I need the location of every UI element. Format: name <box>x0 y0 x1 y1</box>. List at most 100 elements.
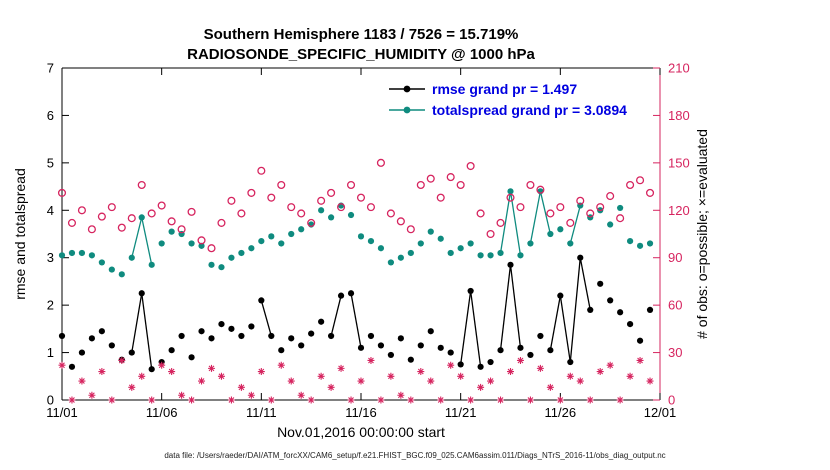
figure-title: Southern Hemisphere 1183 / 7526 = 15.719… <box>203 26 519 43</box>
data-point-3 <box>58 361 66 369</box>
data-point-0 <box>278 347 285 354</box>
data-point-2 <box>77 206 86 215</box>
data-point-3 <box>397 391 405 399</box>
data-point-2 <box>576 196 585 205</box>
series-connector <box>141 293 153 370</box>
data-point-3 <box>576 377 584 385</box>
data-point-3 <box>178 391 186 399</box>
data-point-2 <box>386 209 395 218</box>
data-point-3 <box>646 377 654 385</box>
data-point-0 <box>318 318 325 325</box>
data-point-0 <box>387 351 394 359</box>
data-point-1 <box>517 252 524 259</box>
data-point-1 <box>507 188 514 195</box>
data-point-0 <box>636 337 644 344</box>
data-point-0 <box>148 366 155 373</box>
data-point-1 <box>138 214 145 221</box>
data-point-2 <box>616 214 625 223</box>
data-point-2 <box>227 196 236 205</box>
data-point-3 <box>88 391 96 399</box>
data-point-3 <box>437 396 445 404</box>
data-point-2 <box>446 173 455 182</box>
data-point-3 <box>78 377 86 385</box>
data-point-3 <box>198 377 206 385</box>
data-point-3 <box>357 377 365 385</box>
data-point-1 <box>467 240 474 247</box>
data-point-0 <box>337 292 345 299</box>
data-point-3 <box>367 356 375 364</box>
data-point-0 <box>178 332 185 340</box>
data-point-3 <box>596 368 604 376</box>
data-point-2 <box>237 209 246 218</box>
series-connector <box>131 217 143 258</box>
data-point-2 <box>426 174 435 183</box>
series-connector <box>499 264 512 351</box>
series-connector <box>509 191 522 256</box>
data-point-0 <box>597 280 604 287</box>
data-point-3 <box>616 396 624 404</box>
y-tick-label-right: 120 <box>668 203 690 218</box>
x-tick-label: 12/01 <box>644 405 677 420</box>
data-point-2 <box>177 225 186 234</box>
data-point-1 <box>487 252 494 259</box>
x-tick-label: 11/01 <box>46 405 78 420</box>
y-tick-label-right: 180 <box>668 108 690 123</box>
data-point-0 <box>407 356 414 363</box>
series-connector <box>350 293 362 348</box>
data-point-2 <box>566 218 575 227</box>
data-point-3 <box>477 383 485 391</box>
data-point-2 <box>337 203 346 212</box>
data-point-1 <box>387 259 394 266</box>
data-point-1 <box>557 226 564 233</box>
data-point-0 <box>537 332 544 340</box>
data-point-3 <box>267 396 275 404</box>
series-connector <box>539 191 551 235</box>
data-point-0 <box>98 328 105 335</box>
data-point-2 <box>346 180 356 190</box>
data-point-0 <box>328 332 335 340</box>
data-point-0 <box>357 344 365 351</box>
data-point-1 <box>318 207 325 214</box>
data-point-0 <box>108 342 115 349</box>
data-point-3 <box>287 377 295 385</box>
y-tick-label-right: 210 <box>668 61 690 76</box>
data-point-0 <box>627 321 634 328</box>
data-point-3 <box>606 361 614 369</box>
data-point-1 <box>228 254 235 261</box>
data-point-0 <box>208 335 215 342</box>
series-connector <box>569 205 581 244</box>
data-point-1 <box>377 245 385 252</box>
data-point-2 <box>257 166 266 175</box>
y-tick-label-left: 7 <box>47 61 54 76</box>
data-point-2 <box>247 188 256 197</box>
data-point-0 <box>577 254 584 261</box>
data-point-0 <box>78 349 86 356</box>
data-point-2 <box>496 218 505 227</box>
data-point-2 <box>97 212 106 221</box>
data-point-1 <box>357 233 365 240</box>
data-point-0 <box>547 347 554 354</box>
data-point-2 <box>556 203 565 212</box>
data-point-2 <box>287 203 296 212</box>
data-point-0 <box>68 363 76 370</box>
data-point-1 <box>88 252 95 259</box>
series-connector <box>579 257 591 311</box>
legend-marker-rmse <box>389 85 425 92</box>
data-point-2 <box>207 244 216 253</box>
series-connector <box>529 191 542 244</box>
data-point-2 <box>356 193 366 202</box>
data-point-1 <box>188 240 195 247</box>
data-point-0 <box>347 290 355 297</box>
data-point-0 <box>417 342 424 349</box>
data-point-0 <box>397 335 404 342</box>
data-point-0 <box>88 335 95 342</box>
data-point-1 <box>627 238 634 245</box>
data-point-0 <box>487 358 494 366</box>
x-tick-label: 11/21 <box>445 405 477 420</box>
data-point-3 <box>138 372 146 380</box>
data-point-0 <box>587 306 594 313</box>
data-point-3 <box>158 361 166 369</box>
data-point-2 <box>606 192 615 201</box>
data-point-2 <box>127 214 136 223</box>
data-point-2 <box>327 188 336 197</box>
